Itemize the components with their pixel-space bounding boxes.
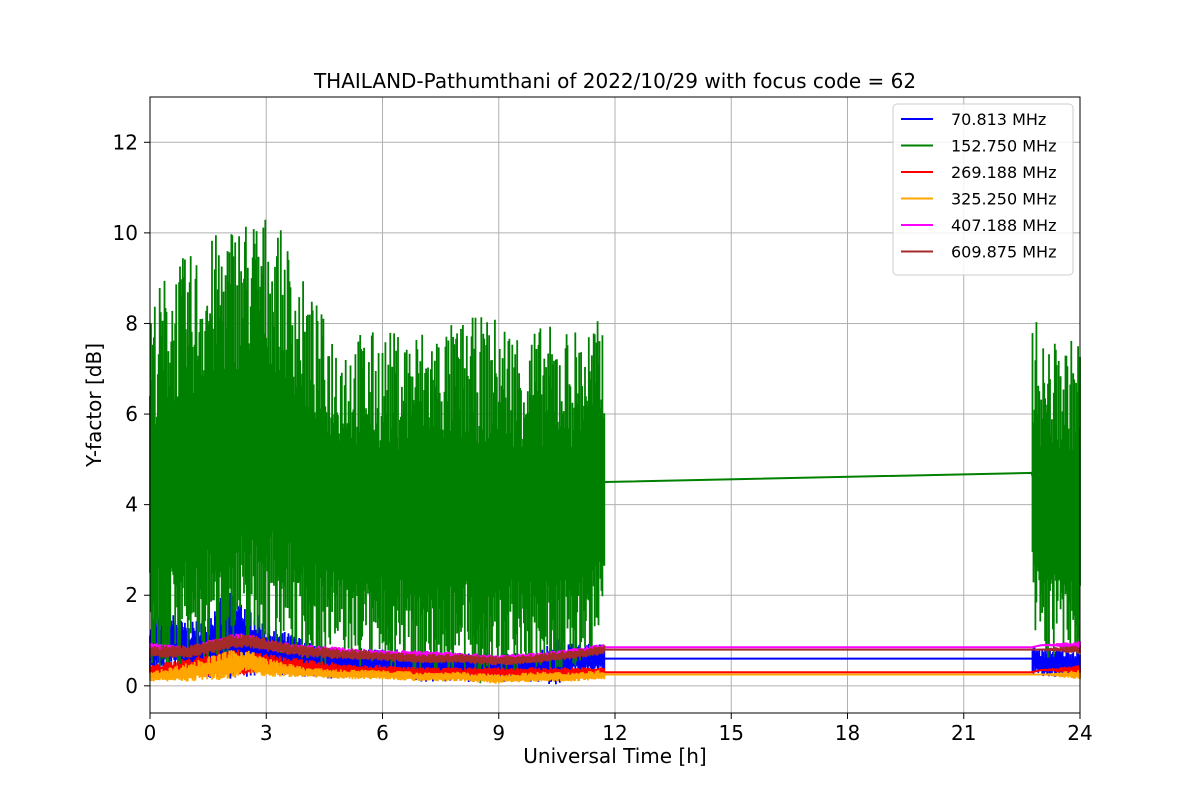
y-tick-label: 6 (125, 402, 138, 426)
x-tick-label: 6 (376, 721, 389, 745)
x-tick-label: 24 (1067, 721, 1092, 745)
legend-label: 152.750 MHz (951, 137, 1056, 156)
x-tick-label: 21 (951, 721, 976, 745)
y-axis-label: Y-factor [dB] (82, 343, 106, 468)
y-tick-label: 10 (113, 221, 138, 245)
x-tick-label: 9 (492, 721, 505, 745)
y-tick-label: 4 (125, 493, 138, 517)
x-tick-label: 12 (602, 721, 627, 745)
legend-label: 325.250 MHz (951, 190, 1056, 209)
x-axis-label: Universal Time [h] (523, 744, 706, 768)
legend-label: 609.875 MHz (951, 243, 1056, 262)
legend-label: 407.188 MHz (951, 216, 1056, 235)
y-tick-label: 8 (125, 311, 138, 335)
legend-label: 70.813 MHz (951, 110, 1046, 129)
series-layer (149, 219, 1081, 685)
legend: 70.813 MHz 152.750 MHz 269.188 MHz 325.250 … (892, 103, 1074, 276)
y-tick-label: 0 (125, 674, 138, 698)
x-tick-label: 18 (835, 721, 860, 745)
chart-title: THAILAND-Pathumthani of 2022/10/29 with … (313, 69, 916, 93)
series-3 (149, 650, 1081, 684)
legend-label: 269.188 MHz (951, 163, 1056, 182)
y-tick-label: 12 (113, 130, 138, 154)
y-tick-label: 2 (125, 583, 138, 607)
x-tick-label: 3 (260, 721, 273, 745)
legend-box (892, 103, 1074, 276)
x-tick-label: 0 (144, 721, 157, 745)
x-tick-label: 15 (719, 721, 744, 745)
